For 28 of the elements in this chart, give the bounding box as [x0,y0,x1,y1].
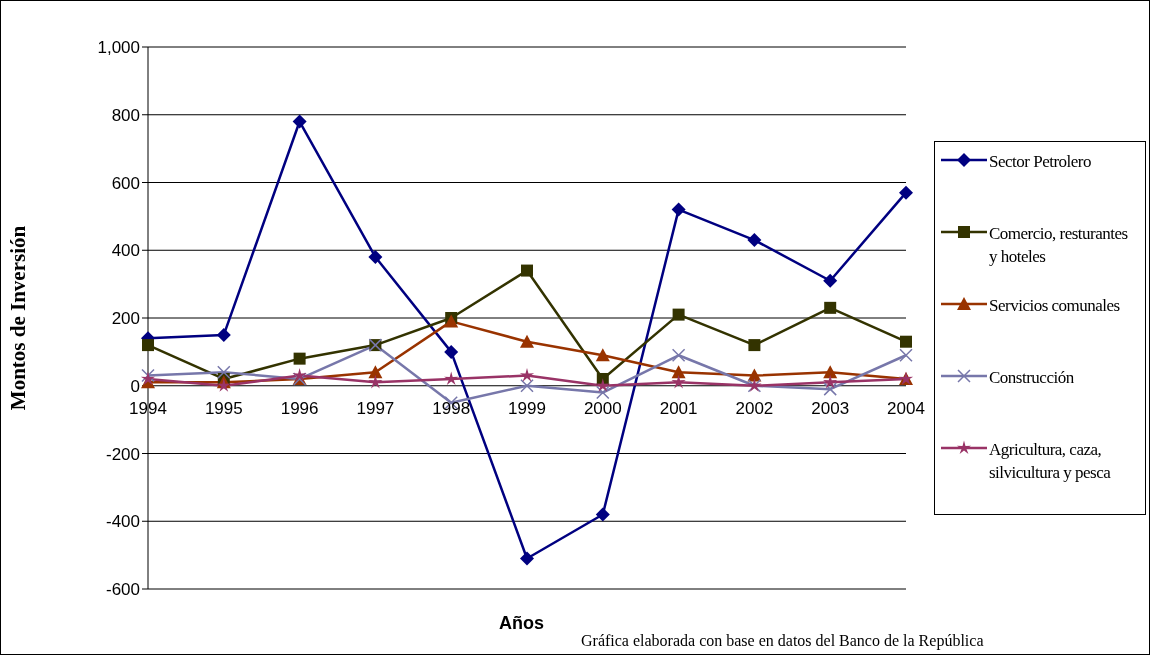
y-tick-label: 200 [111,309,140,329]
text: Gráfica elaborada con base en datos del Banco de la República [581,632,984,650]
legend-label: Servicios comunales [989,295,1121,317]
legend-label: Agricultura, caza, silvicultura y pesca [989,439,1112,484]
x-tick-label: 1998 [432,398,471,418]
y-tick-label: -600 [105,580,140,600]
y-tick-label: -400 [105,512,140,532]
y-tick-label: 400 [111,241,140,261]
x-axis-title: Años [499,613,544,634]
legend-label: Sector Petrolero [989,151,1092,173]
x-tick-label: 1994 [129,398,167,418]
y-tick-label: -200 [105,444,140,464]
y-tick-label: 1,000 [97,38,140,58]
legend-label: Comercio, resturantes y hoteles [989,223,1129,268]
x-tick-label: 1997 [356,398,395,418]
y-tick-label: 800 [111,105,140,125]
x-tick-label: 1999 [508,398,546,418]
y-tick-label: 0 [130,376,140,396]
x-tick-label: 2002 [735,398,774,418]
x-tick-label: 2003 [811,398,850,418]
y-tick-label: 600 [111,173,140,193]
x-tick-label: 2001 [659,398,698,418]
y-axis-title: Montos de Inversión [6,225,31,411]
x-tick-label: 1995 [204,398,243,418]
x-tick-label: 2004 [887,398,925,418]
x-tick-label: 2000 [583,398,622,418]
x-tick-label: 1996 [280,398,319,418]
legend-label: Construcción [989,367,1075,389]
